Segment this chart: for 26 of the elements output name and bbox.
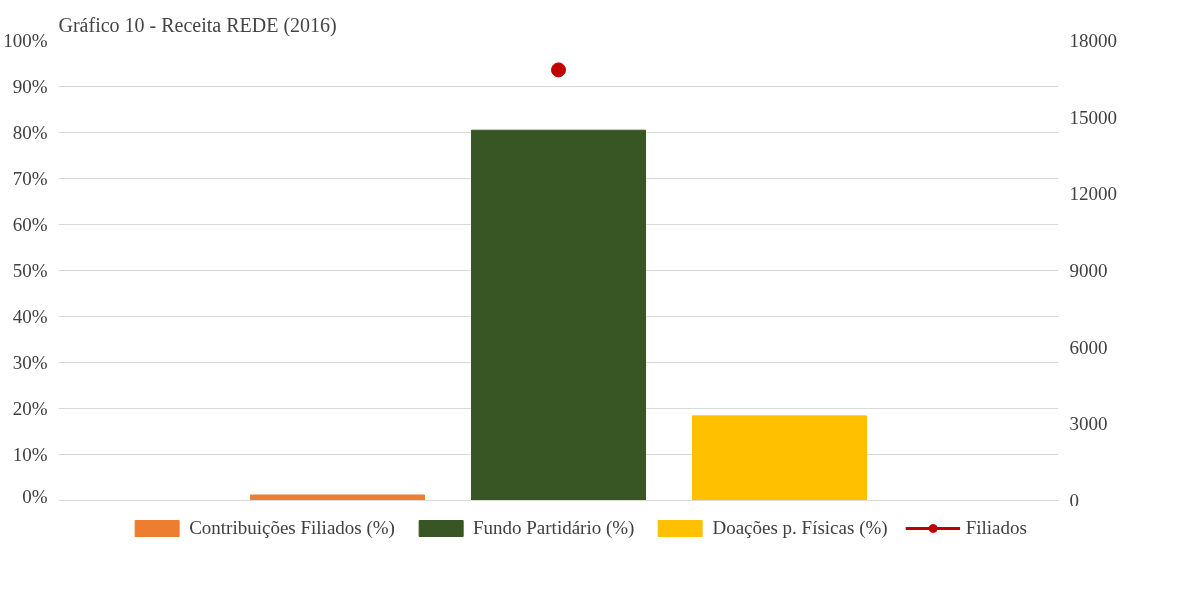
y-tick-label: 90% xyxy=(12,76,48,97)
y-tick-label: 40% xyxy=(12,306,48,327)
chart-title: Gráfico 10 - Receita REDE (2016) xyxy=(58,13,337,37)
y2-tick-label: 12000 xyxy=(1069,183,1117,205)
y-tick-label: 30% xyxy=(12,352,48,373)
y2-tick-label: 3000 xyxy=(1069,413,1108,435)
y2-tick-label: 6000 xyxy=(1069,336,1108,358)
y-tick-label: 80% xyxy=(12,122,48,143)
y-tick-label: 60% xyxy=(12,214,48,235)
y-tick-label: 0% xyxy=(22,485,48,507)
y2-tick-label: 15000 xyxy=(1069,106,1117,128)
legend-label: Filiados xyxy=(965,517,1027,539)
y2-tick-label: 18000 xyxy=(1069,30,1117,51)
legend-label: Contribuições Filiados (%) xyxy=(189,517,395,539)
bar xyxy=(250,494,425,501)
y2-tick-label: 0 xyxy=(1069,489,1079,511)
y-tick-label: 100% xyxy=(3,30,48,51)
y2-tick-label: 9000 xyxy=(1069,260,1108,281)
bar xyxy=(692,415,867,501)
bar xyxy=(471,129,646,501)
legend-label: Fundo Partidário (%) xyxy=(472,517,635,539)
y-tick-label: 70% xyxy=(12,168,48,189)
y-tick-label: 10% xyxy=(12,444,48,465)
y-tick-label: 50% xyxy=(12,260,48,281)
legend-label: Doações p. Físicas (%) xyxy=(712,517,888,539)
y-tick-label: 20% xyxy=(12,398,48,419)
